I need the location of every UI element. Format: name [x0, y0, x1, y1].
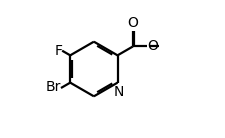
- Text: O: O: [127, 16, 138, 30]
- Text: Br: Br: [45, 80, 61, 94]
- Text: O: O: [147, 39, 158, 53]
- Text: N: N: [113, 85, 123, 99]
- Text: F: F: [54, 44, 62, 58]
